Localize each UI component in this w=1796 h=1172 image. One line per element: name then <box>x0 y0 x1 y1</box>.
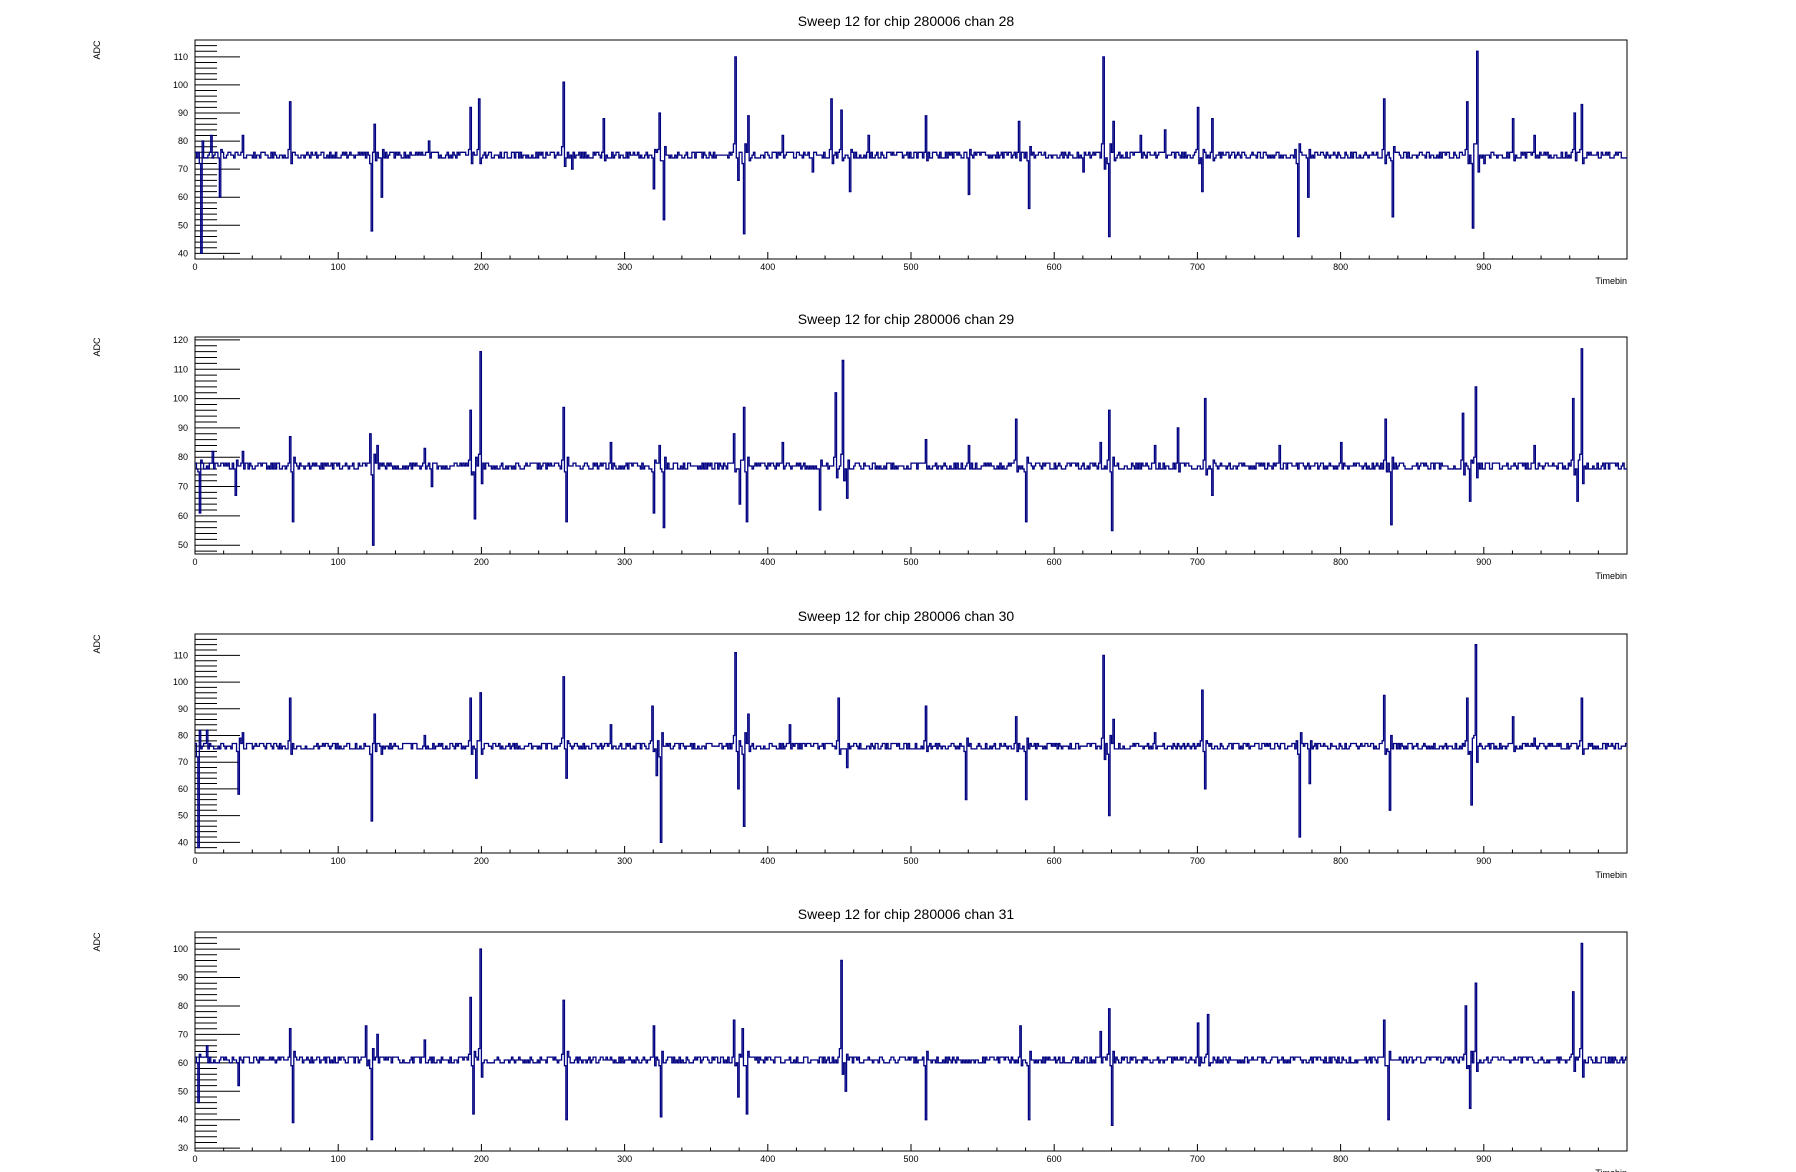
x-tick-label: 400 <box>760 856 775 866</box>
x-tick-label: 500 <box>903 1154 918 1164</box>
chart-panel-1: Sweep 12 for chip 280006 chan 28 0 100 200 3… <box>92 13 1628 286</box>
y-axis-label: ADC <box>92 932 102 952</box>
x-axis-label: Timebin <box>1595 1168 1627 1172</box>
x-tick-label: 100 <box>331 856 346 866</box>
waveform-series <box>195 348 1627 546</box>
x-tick-label: 700 <box>1190 557 1205 567</box>
y-tick-label: 40 <box>178 1115 188 1125</box>
y-tick-label: 40 <box>178 248 188 258</box>
x-tick-label: 500 <box>903 557 918 567</box>
x-axis-label: Timebin <box>1595 276 1627 286</box>
x-tick-label: 200 <box>474 557 489 567</box>
y-axis-label: ADC <box>92 40 102 60</box>
x-axis-label: Timebin <box>1595 870 1627 880</box>
chart-title: Sweep 12 for chip 280006 chan 29 <box>798 311 1015 327</box>
y-tick-label: 100 <box>173 677 188 687</box>
plot-frame <box>194 39 1628 260</box>
y-tick-label: 50 <box>178 540 188 550</box>
y-tick-label: 80 <box>178 452 188 462</box>
x-tick-label: 200 <box>474 856 489 866</box>
x-tick-label: 900 <box>1476 557 1491 567</box>
x-tick-label: 0 <box>192 1154 197 1164</box>
x-tick-label: 900 <box>1476 262 1491 272</box>
y-tick-label: 50 <box>178 1086 188 1096</box>
x-tick-label: 300 <box>617 262 632 272</box>
y-tick-label: 60 <box>178 192 188 202</box>
y-tick-label: 70 <box>178 482 188 492</box>
plot-frame <box>194 336 1628 555</box>
x-axis-label: Timebin <box>1595 571 1627 581</box>
y-tick-label: 60 <box>178 511 188 521</box>
x-tick-label: 300 <box>617 557 632 567</box>
x-tick-label: 500 <box>903 262 918 272</box>
x-tick-label: 300 <box>617 1154 632 1164</box>
chart-title: Sweep 12 for chip 280006 chan 28 <box>798 13 1015 29</box>
y-tick-label: 80 <box>178 730 188 740</box>
y-tick-label: 70 <box>178 164 188 174</box>
y-tick-label: 110 <box>174 650 188 660</box>
x-tick-label: 600 <box>1047 856 1062 866</box>
x-tick-label: 800 <box>1333 557 1348 567</box>
x-tick-label: 100 <box>331 1154 346 1164</box>
y-tick-label: 100 <box>173 80 188 90</box>
y-tick-label: 110 <box>174 364 188 374</box>
x-tick-label: 0 <box>192 557 197 567</box>
x-tick-label: 700 <box>1190 856 1205 866</box>
x-tick-label: 0 <box>192 262 197 272</box>
chart-panel-2: Sweep 12 for chip 280006 chan 29 0 100 200 3… <box>92 311 1628 581</box>
x-tick-label: 900 <box>1476 1154 1491 1164</box>
x-tick-label: 700 <box>1190 1154 1205 1164</box>
x-tick-label: 600 <box>1047 262 1062 272</box>
x-tick-label: 700 <box>1190 262 1205 272</box>
y-tick-label: 90 <box>178 973 188 983</box>
waveform-series <box>195 942 1627 1141</box>
y-tick-label: 120 <box>173 335 188 345</box>
chart-panel-4: Sweep 12 for chip 280006 chan 31 0 100 200 3… <box>92 906 1628 1172</box>
x-tick-label: 200 <box>474 262 489 272</box>
x-tick-label: 600 <box>1047 1154 1062 1164</box>
chart-title: Sweep 12 for chip 280006 chan 30 <box>798 608 1015 624</box>
y-tick-label: 100 <box>173 394 188 404</box>
y-tick-label: 100 <box>173 944 188 954</box>
y-tick-label: 90 <box>178 423 188 433</box>
x-tick-label: 400 <box>760 557 775 567</box>
x-tick-label: 300 <box>617 856 632 866</box>
x-tick-label: 800 <box>1333 262 1348 272</box>
x-tick-label: 400 <box>760 262 775 272</box>
y-tick-label: 40 <box>178 837 188 847</box>
x-tick-label: 800 <box>1333 1154 1348 1164</box>
chart-panel-3: Sweep 12 for chip 280006 chan 30 0 100 200 3… <box>92 608 1628 880</box>
x-tick-label: 900 <box>1476 856 1491 866</box>
y-tick-label: 80 <box>178 136 188 146</box>
y-tick-label: 70 <box>178 1029 188 1039</box>
x-tick-label: 200 <box>474 1154 489 1164</box>
x-tick-label: 600 <box>1047 557 1062 567</box>
y-tick-label: 30 <box>178 1143 188 1153</box>
x-tick-label: 100 <box>331 557 346 567</box>
plot-frame <box>194 931 1628 1152</box>
y-tick-label: 60 <box>178 1058 188 1068</box>
y-tick-label: 60 <box>178 784 188 794</box>
y-axis-label: ADC <box>92 634 102 654</box>
chart-title: Sweep 12 for chip 280006 chan 31 <box>798 906 1015 922</box>
waveform-series <box>195 644 1627 849</box>
x-tick-label: 800 <box>1333 856 1348 866</box>
y-tick-label: 80 <box>178 1001 188 1011</box>
y-tick-label: 50 <box>178 811 188 821</box>
y-axis-label: ADC <box>92 337 102 357</box>
y-tick-label: 50 <box>178 220 188 230</box>
x-tick-label: 0 <box>192 856 197 866</box>
x-tick-label: 100 <box>331 262 346 272</box>
x-tick-label: 400 <box>760 1154 775 1164</box>
y-tick-label: 90 <box>178 704 188 714</box>
y-tick-label: 90 <box>178 108 188 118</box>
x-tick-label: 500 <box>903 856 918 866</box>
y-tick-label: 70 <box>178 757 188 767</box>
waveform-series <box>195 50 1627 255</box>
y-tick-label: 110 <box>174 52 188 62</box>
